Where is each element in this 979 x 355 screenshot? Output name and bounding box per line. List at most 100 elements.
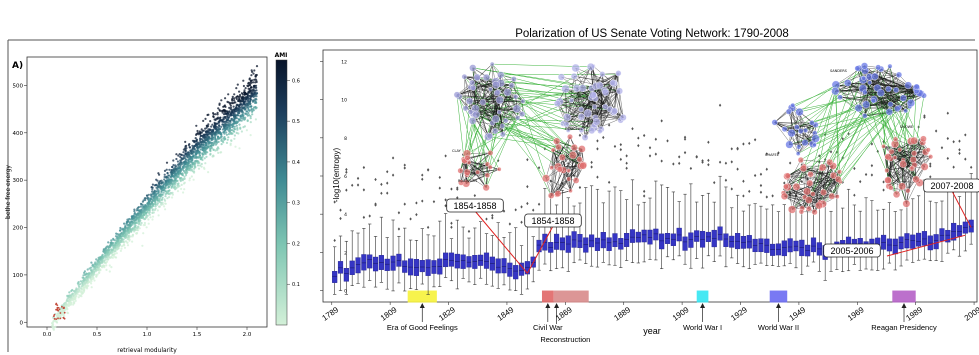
scatter-point [224, 97, 227, 100]
box-outlier [870, 142, 874, 146]
box-outlier [432, 200, 436, 204]
network-edge-cross [522, 100, 592, 131]
scatter-point [202, 141, 205, 144]
network-edge [545, 141, 557, 179]
box-outlier [730, 147, 733, 151]
scatter-point [243, 118, 246, 121]
scatter-point [111, 256, 114, 259]
panel-b: Polarization of US Senate Voting Network… [320, 28, 979, 344]
scatter-point [205, 144, 208, 147]
box-outlier [415, 201, 418, 205]
scatter-point [166, 197, 169, 200]
box-outlier [526, 185, 529, 189]
network-node [568, 97, 575, 103]
scatter-point [217, 151, 220, 154]
scatter-point [164, 179, 167, 183]
network-node [464, 154, 471, 161]
scatter-point [231, 124, 234, 127]
scatter-point [85, 280, 88, 284]
scatter-point [155, 198, 158, 202]
network-edge [551, 149, 554, 168]
network-edge [835, 84, 859, 109]
network-edge [800, 159, 830, 163]
network-edge [858, 68, 924, 96]
scatter-point [105, 268, 108, 271]
scatter-point [131, 215, 134, 218]
scatter-point [203, 137, 206, 140]
scatter-point [71, 297, 74, 300]
box-outlier [450, 221, 453, 225]
scatter-point-outlier [62, 307, 65, 309]
box-outlier [777, 151, 780, 155]
network-edge [466, 169, 500, 184]
scatter-point [165, 175, 168, 179]
scatter-point [241, 103, 244, 106]
scatter-point [210, 125, 213, 128]
scatter-point [113, 252, 116, 255]
network-edge [600, 109, 611, 130]
box-outlier [362, 188, 366, 192]
box-outlier [730, 187, 733, 191]
scatter-point [97, 265, 100, 268]
network-edge-cross [820, 78, 864, 170]
box-outlier [882, 188, 885, 192]
scatter-point [213, 118, 216, 121]
box [945, 229, 951, 243]
network-edge-cross [495, 118, 597, 123]
scatter-point [229, 108, 232, 111]
scatter-point [150, 201, 153, 204]
scatter-point [237, 99, 240, 102]
box-outlier [642, 189, 646, 193]
scatter-point [81, 280, 84, 283]
box-outlier [929, 164, 932, 168]
panel-b-title: Polarization of US Senate Voting Network… [515, 28, 789, 40]
box-outlier [788, 161, 792, 165]
scatter-point [242, 84, 245, 88]
box-outlier [642, 133, 646, 138]
network-node [595, 81, 604, 90]
network-node [565, 128, 571, 133]
box [466, 256, 472, 268]
scatter-point [250, 86, 253, 89]
scatter-point [186, 153, 189, 156]
scatter-point [66, 312, 70, 315]
period-arrowhead [554, 303, 560, 308]
scatter-point [236, 114, 240, 117]
box-outlier [625, 161, 628, 165]
box-outlier [444, 204, 447, 208]
box-outlier [602, 135, 605, 140]
scatter-point [79, 287, 82, 290]
scatter-point [240, 130, 243, 133]
network-node [493, 89, 501, 97]
scatter-point [108, 245, 111, 248]
scatter-point [166, 172, 169, 175]
network-node [511, 76, 517, 82]
network-edge [565, 88, 568, 118]
box [571, 231, 577, 248]
scatter-point [92, 272, 95, 275]
box-outlier [438, 186, 441, 190]
scatter-point [234, 113, 237, 116]
scatter-point [194, 162, 197, 165]
scatter-point [90, 273, 93, 276]
scatter-point [182, 191, 185, 194]
network-edge [862, 79, 890, 113]
box-outlier [339, 208, 342, 212]
scatter-point [196, 149, 199, 152]
network-edge [472, 87, 489, 137]
scatter-point [254, 74, 257, 77]
network-node-label: ROBINSON [458, 179, 477, 183]
scatter-point [176, 179, 179, 182]
box [583, 237, 589, 253]
box-outlier [748, 189, 751, 193]
scatter-point [192, 146, 195, 149]
scatter-point [68, 301, 72, 305]
network-edge [551, 136, 571, 168]
box [361, 254, 367, 271]
box-outlier [456, 196, 459, 200]
scatter-point [103, 266, 106, 269]
network-node [467, 109, 474, 115]
scatter-point [243, 106, 246, 109]
box-outlier [403, 163, 406, 167]
scatter-point [228, 106, 231, 109]
